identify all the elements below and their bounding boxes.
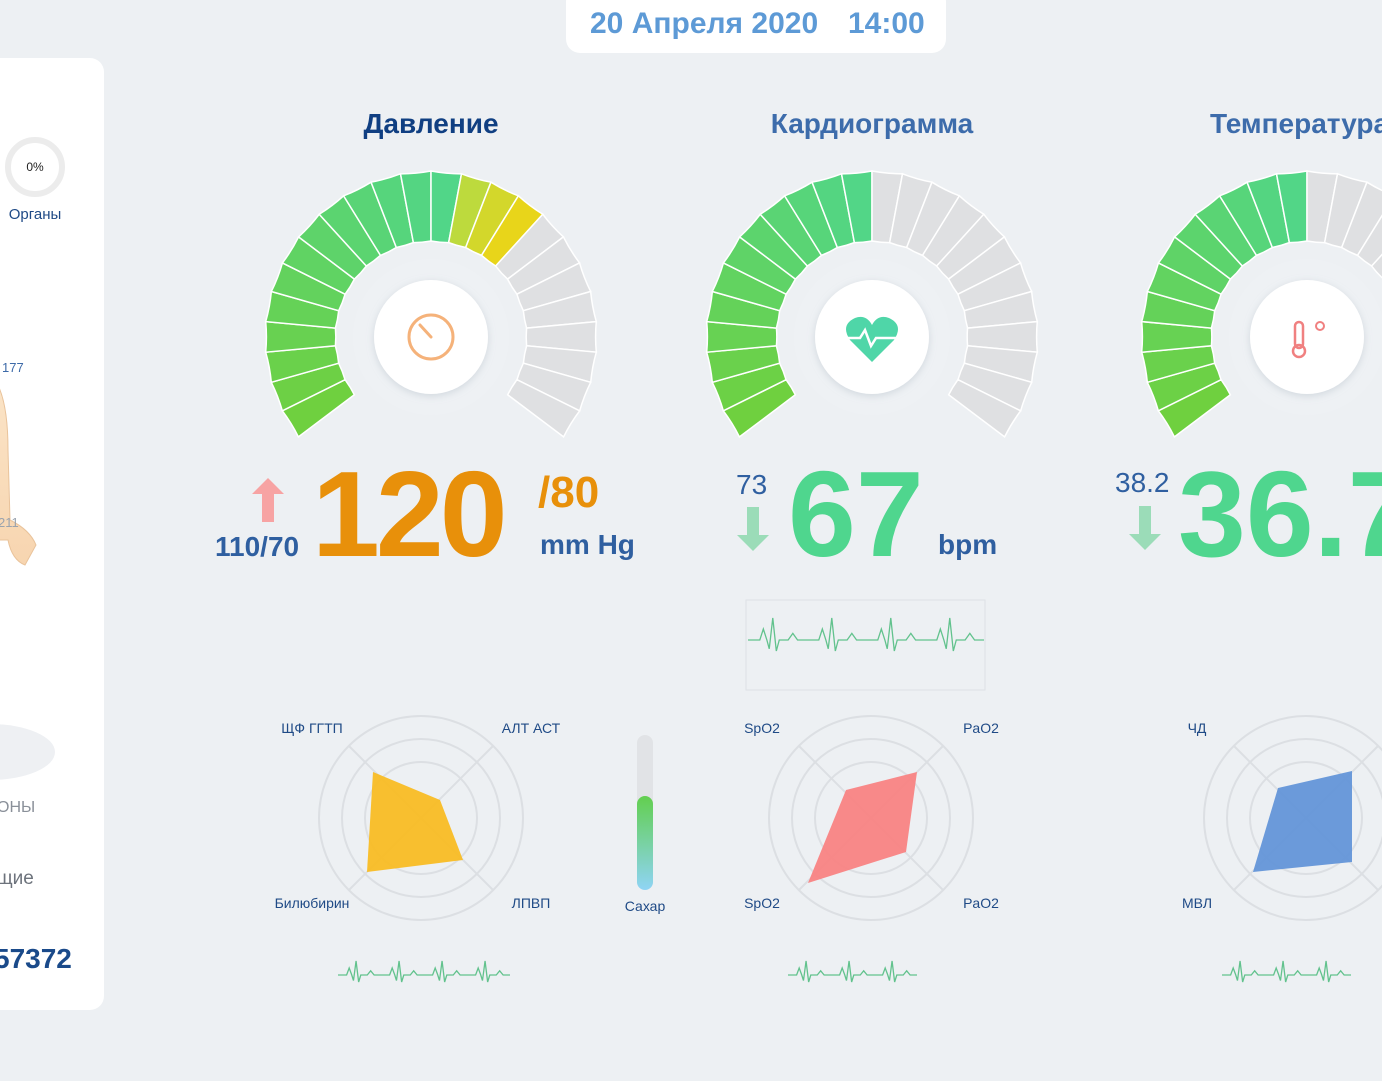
- organs-label: Органы: [9, 206, 62, 223]
- icon-pulse: [848, 327, 900, 349]
- radar-label: PaO2: [963, 720, 999, 736]
- time: 14:00: [848, 7, 925, 40]
- sidebar-number: 57372: [0, 943, 72, 974]
- sugar-label: Сахар: [625, 898, 666, 914]
- radar-label: PaO2: [963, 895, 999, 911]
- gauge-segment: [947, 378, 1022, 439]
- progress-ring: [5, 137, 65, 197]
- icon-degree: [1315, 321, 1325, 331]
- arrow-up: [252, 478, 284, 522]
- section-2: щие: [0, 868, 34, 889]
- radar-label: ЛПВП: [512, 895, 551, 911]
- previous: 110/70: [215, 531, 299, 562]
- radar-ring: [364, 761, 478, 875]
- shadow-disc: [0, 724, 55, 780]
- radar-shape: [808, 772, 917, 883]
- radar-label: ЩФ ГГТП: [281, 720, 342, 736]
- arrow-down: [737, 507, 769, 551]
- value: 67: [788, 446, 924, 582]
- radar-shape: [1253, 771, 1352, 872]
- secondary: /80: [538, 468, 599, 517]
- radar-ring: [814, 761, 928, 875]
- progress: 0%: [26, 160, 44, 174]
- unit: bpm: [938, 529, 997, 560]
- icon-needle: [418, 323, 433, 339]
- radar-ring: [341, 738, 501, 898]
- date: 20 Апреля 2020: [590, 7, 818, 40]
- sugar-fill: [637, 796, 653, 890]
- gauge-segment: [1370, 253, 1382, 279]
- icon-bulb: [1291, 343, 1307, 359]
- icon-pressure: [407, 313, 455, 361]
- ecg-line: [788, 960, 917, 983]
- radar-label: SpO2: [744, 895, 780, 911]
- value: 36.7: [1178, 446, 1382, 582]
- icon-heart: [846, 316, 898, 362]
- unit: mm Hg: [540, 529, 635, 560]
- radar-ring: [1226, 738, 1382, 898]
- radar-ring: [791, 738, 951, 898]
- ecg-frame: [745, 599, 986, 691]
- header-card: [566, 0, 946, 53]
- radar-label: АЛТ АСТ: [502, 720, 561, 736]
- gauge-center: [1250, 280, 1364, 394]
- arrow-down: [1129, 506, 1161, 550]
- value: 120: [312, 446, 504, 582]
- radar-ring: [1249, 761, 1363, 875]
- marker-top: 177: [2, 360, 24, 375]
- section-1: ОНЫ: [0, 799, 35, 816]
- gauge-title: Кардиограмма: [771, 108, 974, 139]
- radar-label: МВЛ: [1182, 895, 1212, 911]
- gauge-segment: [506, 378, 581, 439]
- ecg-line: [338, 960, 510, 983]
- gauge-title: Давление: [363, 108, 498, 139]
- radar-ring: [768, 715, 974, 921]
- body-figure: [0, 388, 37, 566]
- radar-ring: [1203, 715, 1382, 921]
- previous: 73: [736, 469, 767, 500]
- radar-shape: [367, 772, 463, 872]
- radar-label: Билюбирин: [275, 895, 350, 911]
- ecg-line: [1222, 960, 1351, 983]
- radar-ring: [318, 715, 524, 921]
- radar-label: SpO2: [744, 720, 780, 736]
- ecg-line: [748, 617, 984, 652]
- radar-label: ЧД: [1188, 720, 1207, 736]
- gauge-title: Температура: [1210, 108, 1382, 139]
- icon-thermo: [1293, 320, 1305, 350]
- marker-bottom: 211: [0, 515, 19, 530]
- previous: 38.2: [1115, 467, 1170, 498]
